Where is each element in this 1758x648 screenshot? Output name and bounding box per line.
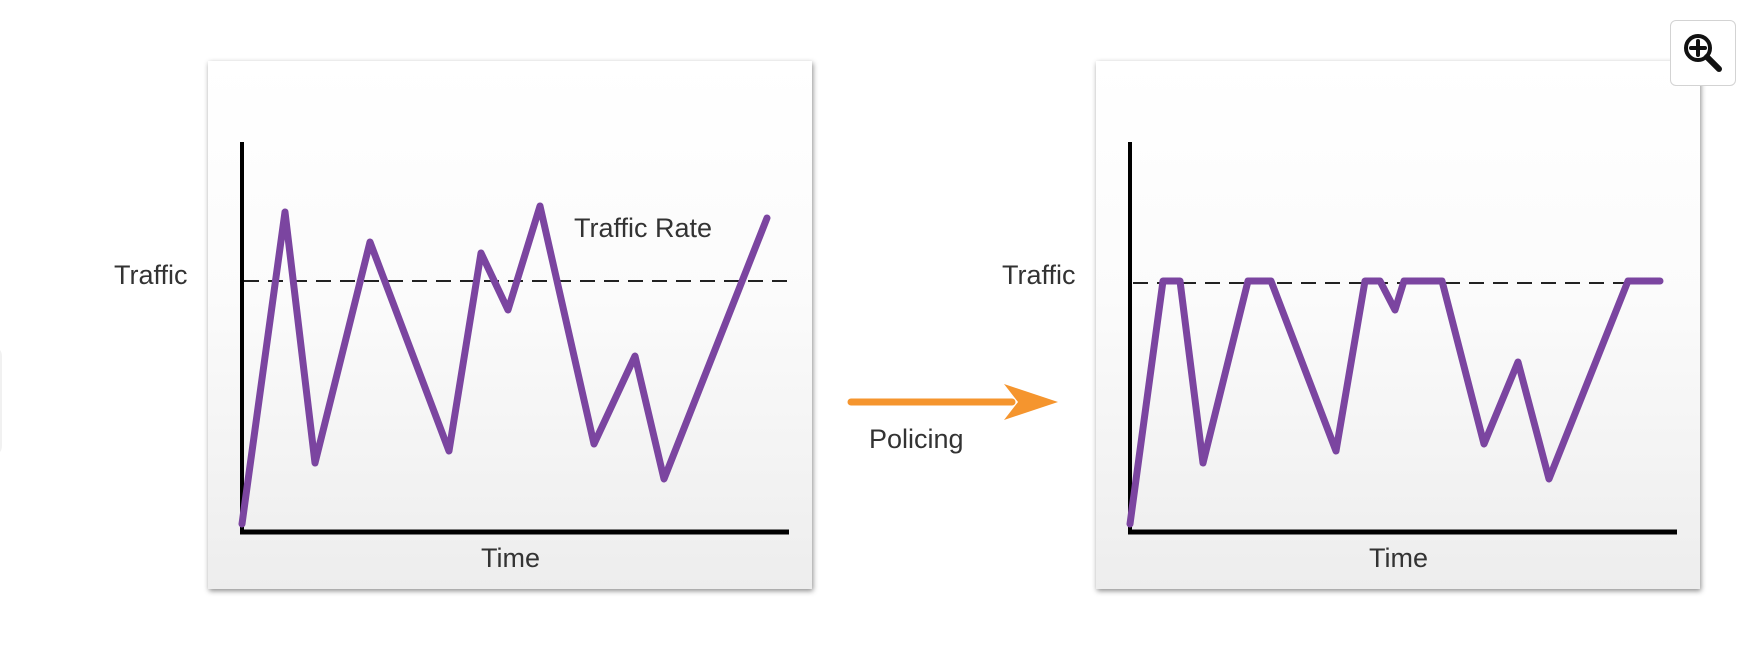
zoom-in-icon bbox=[1684, 34, 1722, 72]
page-edge bbox=[0, 346, 2, 456]
policing-arrow-head bbox=[1004, 384, 1058, 420]
traffic-rate-label: Traffic Rate bbox=[574, 213, 713, 243]
right-traffic-line bbox=[1126, 277, 1664, 528]
left-x-axis-label: Time bbox=[481, 543, 540, 573]
left-traffic-line bbox=[238, 202, 771, 528]
right-graph-panel bbox=[1096, 61, 1700, 589]
right-y-axis-label: Traffic bbox=[1002, 260, 1076, 290]
left-graph-panel bbox=[208, 61, 812, 589]
right-x-axis-label: Time bbox=[1369, 543, 1428, 573]
left-y-axis-label: Traffic bbox=[114, 260, 188, 290]
policing-label: Policing bbox=[869, 424, 964, 454]
zoom-button[interactable] bbox=[1670, 20, 1736, 86]
